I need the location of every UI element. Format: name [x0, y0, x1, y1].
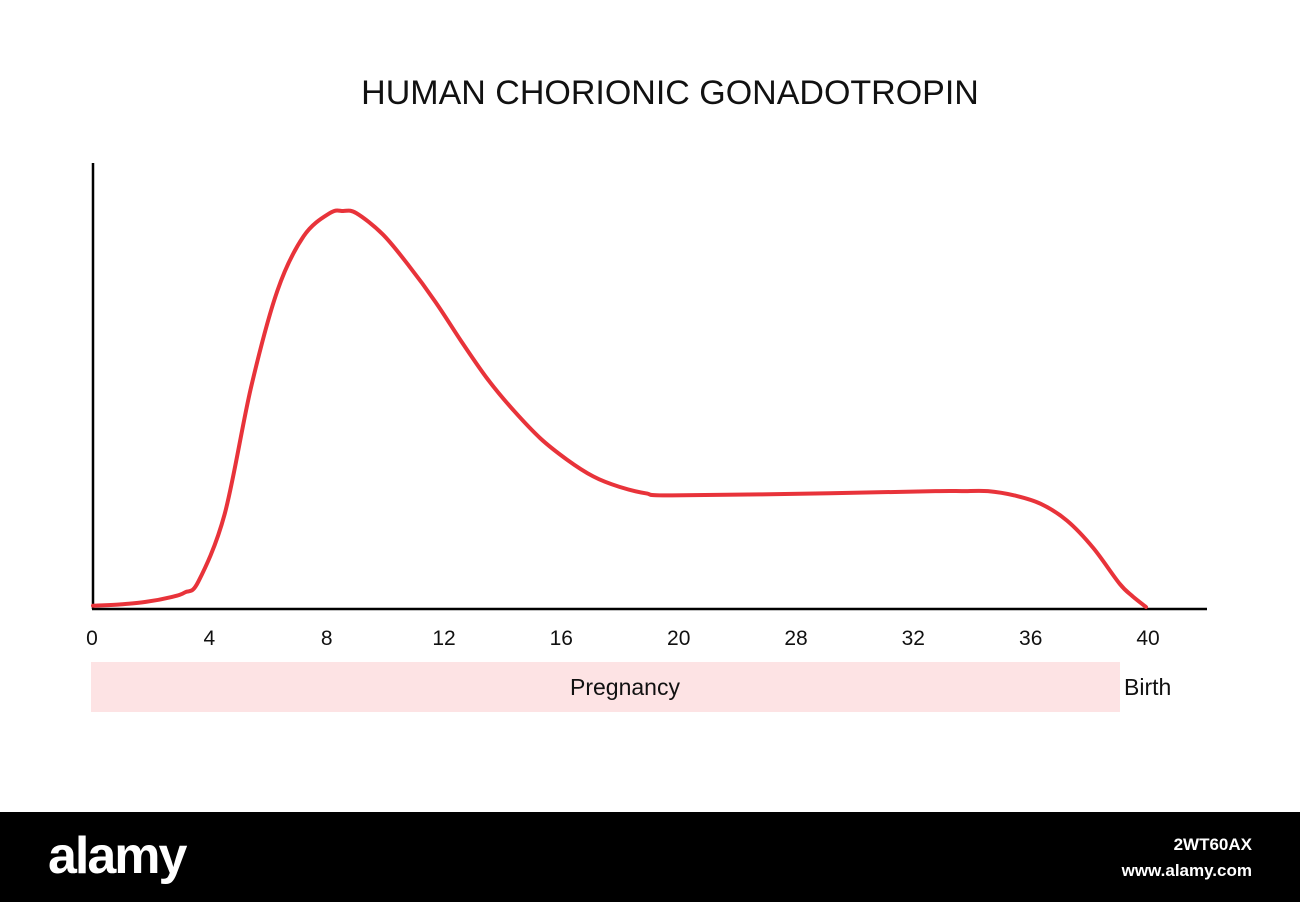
image-id: 2WT60AX: [1173, 835, 1252, 854]
x-tick-label: 28: [784, 627, 807, 650]
x-tick-label: 32: [902, 627, 925, 650]
x-tick-label: 8: [321, 627, 333, 650]
pregnancy-label: Pregnancy: [570, 674, 680, 700]
x-tick-label: 40: [1136, 627, 1159, 650]
pregnancy-band: [91, 662, 1120, 712]
x-tick-label: 4: [203, 627, 215, 650]
x-tick-label: 20: [667, 627, 690, 650]
x-tick-label: 36: [1019, 627, 1042, 650]
hcg-curve: [91, 208, 1148, 609]
chart-title: HUMAN CHORIONIC GONADOTROPIN: [361, 74, 979, 112]
x-tick-label: 16: [550, 627, 573, 650]
hcg-chart: HUMAN CHORIONIC GONADOTROPIN Pregnancy B…: [86, 74, 1207, 712]
footer-bar: alamy 2WT60AX www.alamy.com: [0, 812, 1300, 902]
series-group: [91, 208, 1148, 609]
footer-meta: 2WT60AX www.alamy.com: [1122, 832, 1252, 884]
x-tick-labels: 0 4 8 12 16 20 28 32 36 40: [86, 627, 1160, 650]
site-url: www.alamy.com: [1121, 861, 1252, 880]
alamy-logo: alamy: [48, 827, 187, 885]
birth-label: Birth: [1124, 674, 1171, 700]
x-tick-label: 0: [86, 627, 98, 650]
x-tick-label: 12: [432, 627, 455, 650]
